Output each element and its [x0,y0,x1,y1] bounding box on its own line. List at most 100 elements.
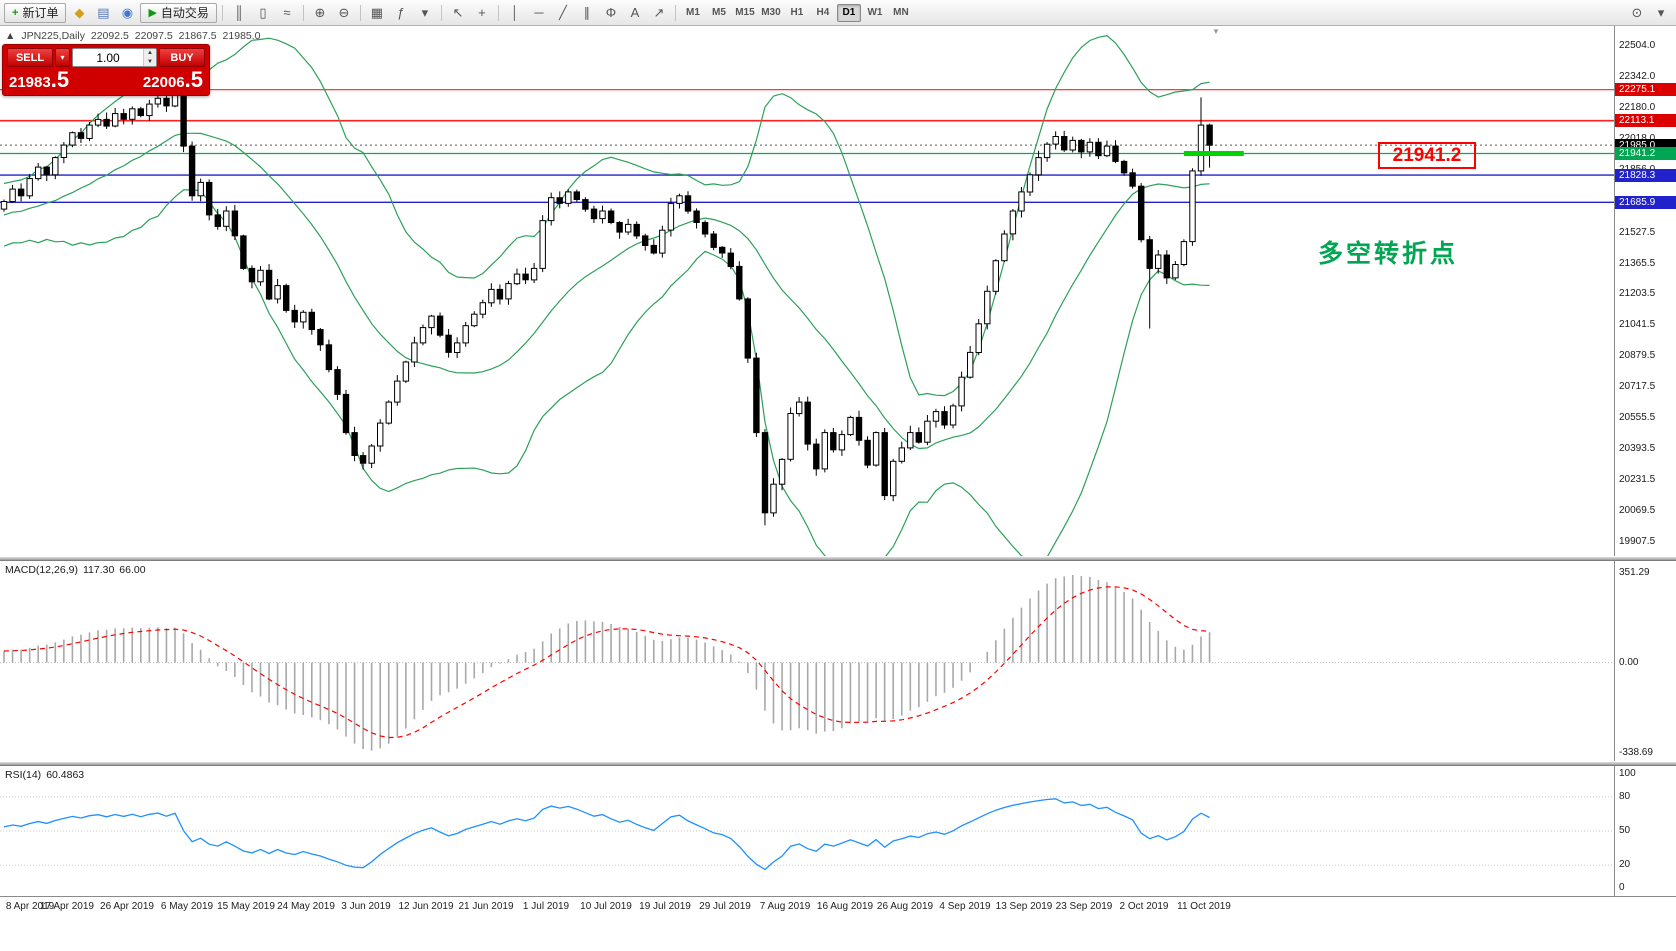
date-axis-label: 8 Apr 2019 [5,901,55,912]
sell-price[interactable]: 21983.5 [9,67,70,92]
date-axis-label: 7 Aug 2019 [759,901,811,912]
timeframe-m15-button[interactable]: M15 [733,4,757,22]
macd-chart[interactable]: MACD(12,26,9) 117.30 66.00 [0,561,1614,761]
price-axis-label: 20069.5 [1619,505,1656,517]
volume-up-button[interactable]: ▲ [144,49,156,58]
play-icon: ▶ [148,7,157,19]
rsi-line[interactable] [0,766,1614,896]
autotrade-button[interactable]: ▶ 自动交易 [140,2,217,23]
bottom-filler [0,918,1676,951]
buy-price[interactable]: 22006.5 [142,67,203,92]
rsi-chart[interactable]: RSI(14) 60.4863 [0,766,1614,896]
new-order-button[interactable]: + 新订单 [4,2,67,23]
rsi-panel: RSI(14) 60.4863 100 80 50 20 0 [0,766,1676,896]
timeframe-m30-button[interactable]: M30 [759,4,783,22]
timeframe-m5-button[interactable]: M5 [707,4,731,22]
price-axis-label: 22180.0 [1619,101,1656,113]
price-axis-label: 21203.5 [1619,288,1656,300]
price-axis-label: 20393.5 [1619,443,1656,455]
candlestick-chart-icon[interactable]: ▯ [252,3,274,23]
tile-windows-icon[interactable]: ▦ [366,3,388,23]
rsi-label: RSI(14) 60.4863 [5,769,85,781]
price-level-badge: 21685.9 [1615,195,1676,209]
chart-shift-marker-icon[interactable]: ▼ [1212,27,1220,36]
chart-window-icon[interactable]: ◆ [68,3,90,23]
bar-chart-icon[interactable]: ║ [228,3,250,23]
order-type-dropdown[interactable]: ▾ [55,48,70,67]
arrows-icon[interactable]: ↗ [648,3,670,23]
timeframe-h4-button[interactable]: H4 [811,4,835,22]
price-axis-label: 21527.5 [1619,226,1656,238]
timeframe-w1-button[interactable]: W1 [863,4,887,22]
indicator-axis-label: 351.29 [1619,567,1650,578]
indicator-axis-label: 100 [1619,768,1636,779]
timeframe-d1-button[interactable]: D1 [836,3,861,22]
timeframe-h1-button[interactable]: H1 [785,4,809,22]
indicators-icon[interactable]: ƒ [390,3,412,23]
volume-input[interactable] [73,49,143,66]
panel-splitter[interactable] [0,761,1676,766]
price-axis-label: 22504.0 [1619,40,1656,51]
text-icon[interactable]: A [624,3,646,23]
macd-histogram[interactable] [0,561,1614,761]
date-axis-label: 21 Jun 2019 [458,901,514,912]
search-icon[interactable]: ⊙ [1626,3,1648,23]
volume-down-button[interactable]: ▼ [144,57,156,66]
toolbar-separator [302,4,304,21]
candlestick-chart[interactable] [0,26,1614,556]
print-icon[interactable]: ▤ [92,3,114,23]
new-order-icon: + [12,6,19,19]
panel-splitter[interactable] [0,556,1676,561]
crosshair-icon[interactable]: + [471,3,493,23]
price-chart[interactable]: ▲ JPN225,Daily 22092.5 22097.5 21867.5 2… [0,26,1614,556]
price-axis-label: 21041.5 [1619,319,1656,331]
indicator-axis-label: 50 [1619,825,1631,836]
ohlc-open: 22092.5 [90,30,129,42]
timeframe-group: M1 M5 M15 M30 H1 H4 D1 W1 MN [681,3,913,22]
buy-button[interactable]: BUY [159,48,205,67]
vertical-line-icon[interactable]: │ [504,3,526,23]
ohlc-close: 21985.0 [222,30,261,42]
price-level-badge: 22275.1 [1615,83,1676,97]
line-chart-icon[interactable]: ≈ [276,3,298,23]
price-axis[interactable]: 22504.022342.022180.022018.021856.021694… [1614,26,1676,556]
date-axis-label: 6 May 2019 [160,901,214,912]
collapse-icon[interactable]: ▲ [5,30,16,42]
price-level-badge: 21941.2 [1615,147,1676,160]
chart-styles-icon[interactable]: ▾ [414,3,436,23]
toolbar-separator [359,4,361,21]
rsi-axis[interactable]: 100 80 50 20 0 [1614,766,1676,896]
price-axis-label: 22342.0 [1619,70,1656,82]
price-annotation-box[interactable]: 21941.2 [1378,142,1476,169]
autotrade-label: 自动交易 [160,6,209,20]
fibonacci-icon[interactable]: Φ [600,3,622,23]
date-axis-label: 13 Sep 2019 [995,901,1053,912]
timeframe-mn-button[interactable]: MN [889,4,913,22]
navigator-icon[interactable]: ◉ [116,3,138,23]
date-axis-label: 2 Oct 2019 [1119,901,1169,912]
ohlc-high: 22097.5 [134,30,173,42]
macd-panel: MACD(12,26,9) 117.30 66.00 351.29 0.00 -338.… [0,561,1676,761]
sell-button[interactable]: SELL [7,48,53,67]
trendline-icon[interactable]: ╱ [552,3,574,23]
date-axis-label: 1 Jul 2019 [522,901,570,912]
horizontal-line-icon[interactable]: ─ [528,3,550,23]
macd-axis[interactable]: 351.29 0.00 -338.69 [1614,561,1676,761]
time-axis[interactable]: 8 Apr 2019 17 Apr 2019 26 Apr 2019 6 May 20… [0,896,1676,918]
indicator-axis-label: 80 [1619,790,1631,802]
dropdown-icon[interactable]: ▾ [1650,3,1672,23]
symbol-period-label: JPN225,Daily [21,30,85,42]
date-axis-label: 3 Jun 2019 [341,901,391,912]
price-level-badge: 21828.3 [1615,168,1676,182]
cursor-icon[interactable]: ↖ [447,3,469,23]
zoom-out-icon[interactable]: ⊖ [333,3,355,23]
zoom-in-icon[interactable]: ⊕ [309,3,331,23]
channel-icon[interactable]: ∥ [576,3,598,23]
date-axis-label: 26 Apr 2019 [100,901,154,912]
price-axis-label: 20555.5 [1619,412,1656,424]
date-axis-label: 4 Sep 2019 [939,901,991,912]
chart-annotation-text[interactable]: 多空转折点 [1318,240,1459,268]
date-axis-label: 17 Apr 2019 [40,901,94,912]
timeframe-m1-button[interactable]: M1 [681,4,705,22]
date-axis-label: 24 May 2019 [277,901,335,912]
